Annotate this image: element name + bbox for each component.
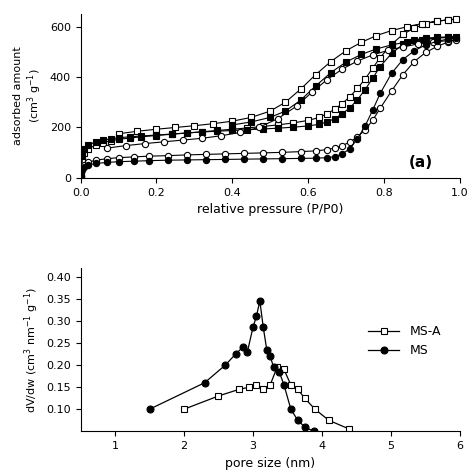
Y-axis label: adsorbed amount
(cm$^3$ g$^{-1}$): adsorbed amount (cm$^3$ g$^{-1}$) bbox=[13, 46, 44, 146]
Legend: MS-A, MS: MS-A, MS bbox=[363, 320, 446, 363]
X-axis label: pore size (nm): pore size (nm) bbox=[225, 456, 315, 470]
Y-axis label: dV/dw (cm$^3$ nm$^{-1}$ g$^{-1}$): dV/dw (cm$^3$ nm$^{-1}$ g$^{-1}$) bbox=[22, 287, 41, 412]
Text: (a): (a) bbox=[409, 155, 433, 170]
X-axis label: relative pressure (P/P0): relative pressure (P/P0) bbox=[197, 203, 343, 216]
